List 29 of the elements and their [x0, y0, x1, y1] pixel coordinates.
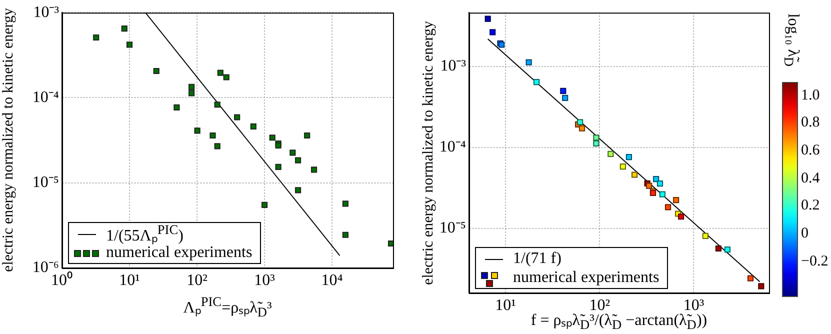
color-bar-label: 0: [801, 226, 808, 243]
y-tick-label: 10⁻³: [440, 58, 466, 75]
x-axis-title: f = ρₛₚλ̃$_{D}$³/(λ̃$_{D}$ −arctan(λ̃$_{D}$)): [530, 312, 708, 332]
x-tick-label: 10³: [254, 272, 276, 289]
x-tick-label: 10²: [589, 296, 610, 314]
x-tick-label: 10¹: [495, 296, 516, 314]
y-tick-label: 10⁻⁴: [32, 88, 60, 106]
y-tick-label: 10⁻⁵: [439, 220, 466, 237]
x-axis-title: Λₚ$^{PIC}$=ρₛₚλ̃$_{D}$³: [183, 294, 272, 321]
x-tick-label: 10³: [683, 296, 704, 314]
legend-label: numerical experiments: [106, 244, 252, 262]
color-bar-label: 0.6: [801, 142, 820, 160]
y-axis-title: electric energy normalized to kinetic energy: [420, 20, 438, 285]
x-tick-label: 10⁰: [51, 270, 73, 289]
color-bar-label: 0.4: [801, 170, 820, 188]
x-tick-label: 10²: [186, 272, 208, 289]
y-tick-label: 10⁻⁵: [32, 174, 59, 192]
legend-label: 1/(55Λₚ$^{PIC}$): [106, 222, 184, 244]
color-bar-label: 0.2: [801, 198, 820, 215]
y-tick-label: 10⁻³: [33, 4, 60, 21]
x-tick-label: 10⁴: [321, 272, 344, 289]
y-axis-title: electric energy normalized to kinetic energy: [0, 8, 18, 272]
x-tick-label: 10¹: [119, 272, 140, 289]
legend-label: numerical experiments: [513, 268, 660, 286]
color-bar-label: 1.0: [801, 87, 820, 104]
y-tick-label: 10⁻⁴: [439, 138, 466, 156]
color-bar-label: 0.8: [801, 114, 820, 132]
color-bar-label: −0.2: [801, 253, 828, 270]
legend-label: 1/(71 f): [513, 250, 562, 268]
